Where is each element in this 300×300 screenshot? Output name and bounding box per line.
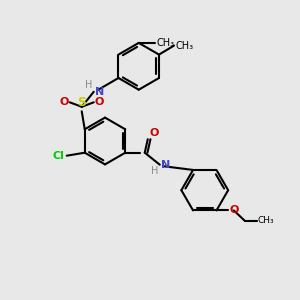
Text: O: O bbox=[149, 128, 159, 138]
Text: H: H bbox=[151, 166, 158, 176]
Text: O: O bbox=[60, 97, 69, 107]
Text: CH₃: CH₃ bbox=[176, 40, 194, 51]
Text: H: H bbox=[85, 80, 92, 90]
Text: N: N bbox=[95, 87, 104, 97]
Text: Cl: Cl bbox=[52, 151, 64, 161]
Text: CH₃: CH₃ bbox=[258, 217, 274, 226]
Text: CH₃: CH₃ bbox=[157, 38, 175, 48]
Text: S: S bbox=[77, 96, 86, 109]
Text: O: O bbox=[94, 97, 104, 107]
Text: N: N bbox=[161, 160, 170, 170]
Text: O: O bbox=[229, 206, 239, 215]
